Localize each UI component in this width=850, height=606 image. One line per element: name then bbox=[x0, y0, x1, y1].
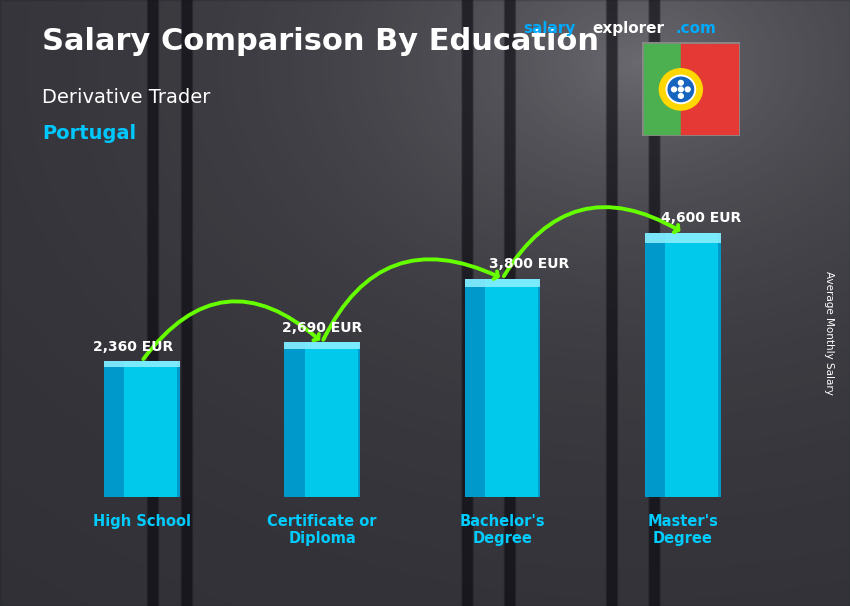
Text: explorer: explorer bbox=[592, 21, 665, 36]
Circle shape bbox=[668, 77, 694, 102]
Text: Portugal: Portugal bbox=[42, 124, 137, 143]
Circle shape bbox=[678, 93, 683, 98]
Text: 3,800 EUR: 3,800 EUR bbox=[490, 257, 570, 271]
Text: Salary Comparison By Education: Salary Comparison By Education bbox=[42, 27, 599, 56]
Text: Average Monthly Salary: Average Monthly Salary bbox=[824, 271, 834, 395]
Bar bbox=[642, 42, 681, 136]
Bar bbox=[645, 233, 721, 243]
Circle shape bbox=[678, 87, 683, 92]
Bar bbox=[124, 361, 178, 497]
Circle shape bbox=[660, 68, 702, 110]
Text: salary: salary bbox=[523, 21, 575, 36]
Text: 4,600 EUR: 4,600 EUR bbox=[660, 211, 741, 225]
Bar bbox=[485, 279, 538, 497]
Text: Derivative Trader: Derivative Trader bbox=[42, 88, 211, 107]
Bar bbox=[104, 361, 179, 497]
Circle shape bbox=[672, 87, 677, 92]
Bar bbox=[645, 233, 721, 497]
Bar bbox=[681, 42, 740, 136]
Bar bbox=[304, 342, 358, 497]
Bar bbox=[666, 233, 718, 497]
Text: 2,690 EUR: 2,690 EUR bbox=[282, 321, 362, 335]
Text: 2,360 EUR: 2,360 EUR bbox=[93, 340, 173, 354]
Bar bbox=[465, 279, 541, 287]
Text: .com: .com bbox=[676, 21, 717, 36]
Circle shape bbox=[666, 75, 695, 104]
Circle shape bbox=[678, 81, 683, 85]
Circle shape bbox=[685, 87, 690, 92]
Bar bbox=[465, 279, 541, 497]
Bar bbox=[284, 342, 360, 348]
Bar bbox=[104, 361, 179, 367]
Bar bbox=[284, 342, 360, 497]
